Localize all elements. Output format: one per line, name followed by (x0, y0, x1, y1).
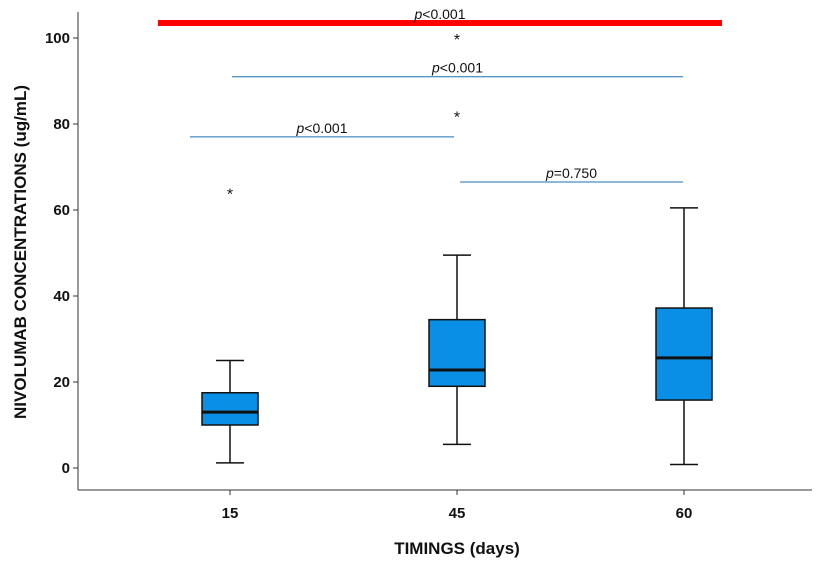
y-tick-label: 20 (53, 374, 70, 391)
p-value: <0.001 (304, 120, 347, 136)
p-value: <0.001 (440, 60, 483, 76)
axes (77, 12, 812, 491)
p-symbol: p (431, 60, 440, 76)
p-value-label: p<0.001 (431, 60, 483, 76)
x-axis-title: TIMINGS (days) (394, 539, 520, 558)
box-group-45: ** (428, 32, 486, 446)
p-value-label: p<0.001 (295, 120, 347, 136)
p-symbol: p (413, 6, 422, 22)
p-value: =0.750 (554, 165, 597, 181)
box-group-60 (655, 207, 713, 466)
y-axis-ticks: 0 20 40 60 80 100 (45, 30, 78, 477)
p-value-label: p<0.001 (413, 6, 465, 22)
iqr-box (655, 307, 713, 401)
iqr-box (201, 392, 259, 426)
p-symbol: p (545, 165, 554, 181)
boxes: *** (201, 32, 713, 466)
y-tick-label: 40 (53, 288, 70, 305)
box-group-15: * (201, 187, 259, 464)
y-tick-label: 0 (62, 460, 70, 477)
p-value: <0.001 (422, 6, 465, 22)
p-symbol: p (295, 120, 304, 136)
p-value-label: p=0.750 (545, 165, 597, 181)
iqr-box (428, 318, 486, 388)
x-axis-ticks: 15 45 60 (222, 490, 693, 522)
outlier-marker: * (454, 32, 460, 49)
x-tick-label: 15 (222, 505, 239, 522)
y-tick-label: 80 (53, 116, 70, 133)
outlier-marker: * (454, 109, 460, 126)
x-tick-label: 60 (676, 505, 693, 522)
y-axis-title: NIVOLUMAB CONCENTRATIONS (ug/mL) (11, 85, 30, 419)
y-tick-label: 60 (53, 202, 70, 219)
x-tick-label: 45 (449, 505, 466, 522)
y-tick-label: 100 (45, 30, 70, 47)
outlier-marker: * (227, 187, 233, 204)
